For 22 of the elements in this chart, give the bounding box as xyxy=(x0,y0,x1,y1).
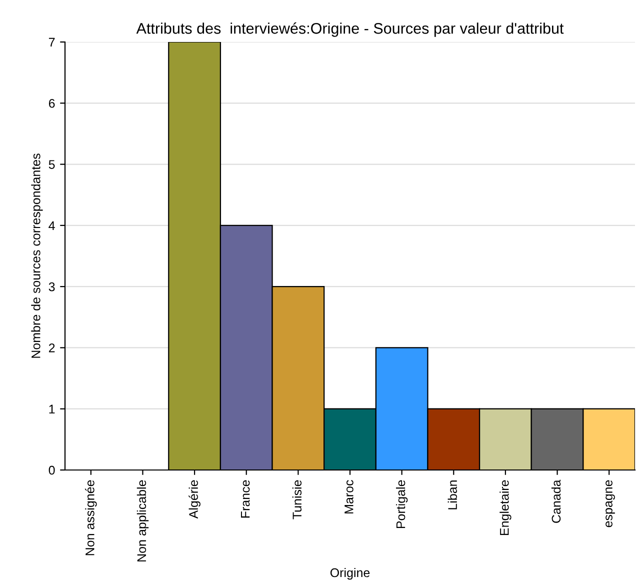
y-tick-label: 2 xyxy=(48,344,55,352)
y-tick-label: 0 xyxy=(48,466,55,475)
x-tick-label: Engletaire xyxy=(500,480,512,535)
x-tick-label: Non assignée xyxy=(85,480,97,556)
x-tick-label: Algérie xyxy=(188,480,200,519)
x-tick-label: France xyxy=(240,480,250,518)
y-tick-label: 7 xyxy=(48,38,55,47)
x-tick-label: Canada xyxy=(551,480,561,523)
y-tick-label: 6 xyxy=(48,98,55,108)
x-axis-title: Origine xyxy=(330,568,370,580)
y-tick-label: 3 xyxy=(48,282,55,292)
y-tick-label: 5 xyxy=(48,160,55,169)
x-tick-label: Maroc xyxy=(344,480,354,514)
y-axis-title: Nombre de sources correspondantes xyxy=(31,154,43,358)
x-tick-label: Non applicable xyxy=(136,480,149,562)
x-tick-label: espagne xyxy=(606,480,615,528)
y-tick-label: 1 xyxy=(49,404,55,414)
chart-title: Attributs des interviewés:Origine - Sources par valeur d'attribut xyxy=(136,22,564,37)
x-tick-label: Portigale xyxy=(396,480,408,528)
y-tick-label: 4 xyxy=(48,221,55,230)
x-tick-label: Tunisie xyxy=(292,480,302,520)
x-tick-label: Liban xyxy=(448,480,457,510)
